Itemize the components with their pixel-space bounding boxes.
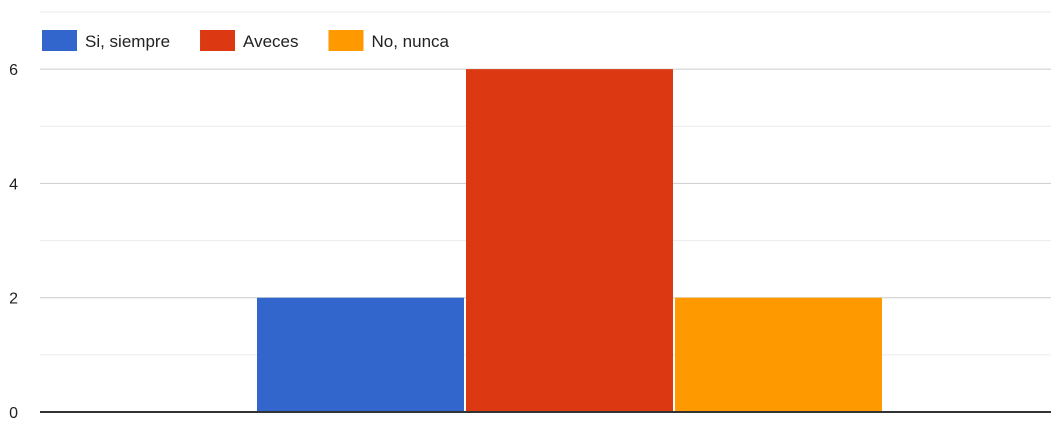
bars [257, 69, 882, 413]
legend-label-no-nunca: No, nunca [371, 32, 449, 51]
legend-label-aveces: Aveces [243, 32, 298, 51]
y-tick-label: 4 [9, 176, 18, 193]
bar-si-siempre [257, 297, 464, 412]
legend-swatch-no-nunca [328, 30, 364, 51]
y-tick-label: 6 [9, 62, 18, 79]
y-axis: 0 2 4 6 [9, 62, 18, 422]
legend-swatch-si-siempre [42, 30, 77, 51]
bar-no-nunca [675, 297, 882, 412]
legend-label-si-siempre: Si, siempre [85, 32, 170, 51]
legend-swatch-aveces [200, 30, 236, 51]
legend: Si, siempre Aveces No, nunca [42, 30, 450, 51]
y-tick-label: 0 [9, 405, 18, 421]
bar-aveces [466, 69, 673, 413]
y-tick-label: 2 [9, 291, 18, 308]
